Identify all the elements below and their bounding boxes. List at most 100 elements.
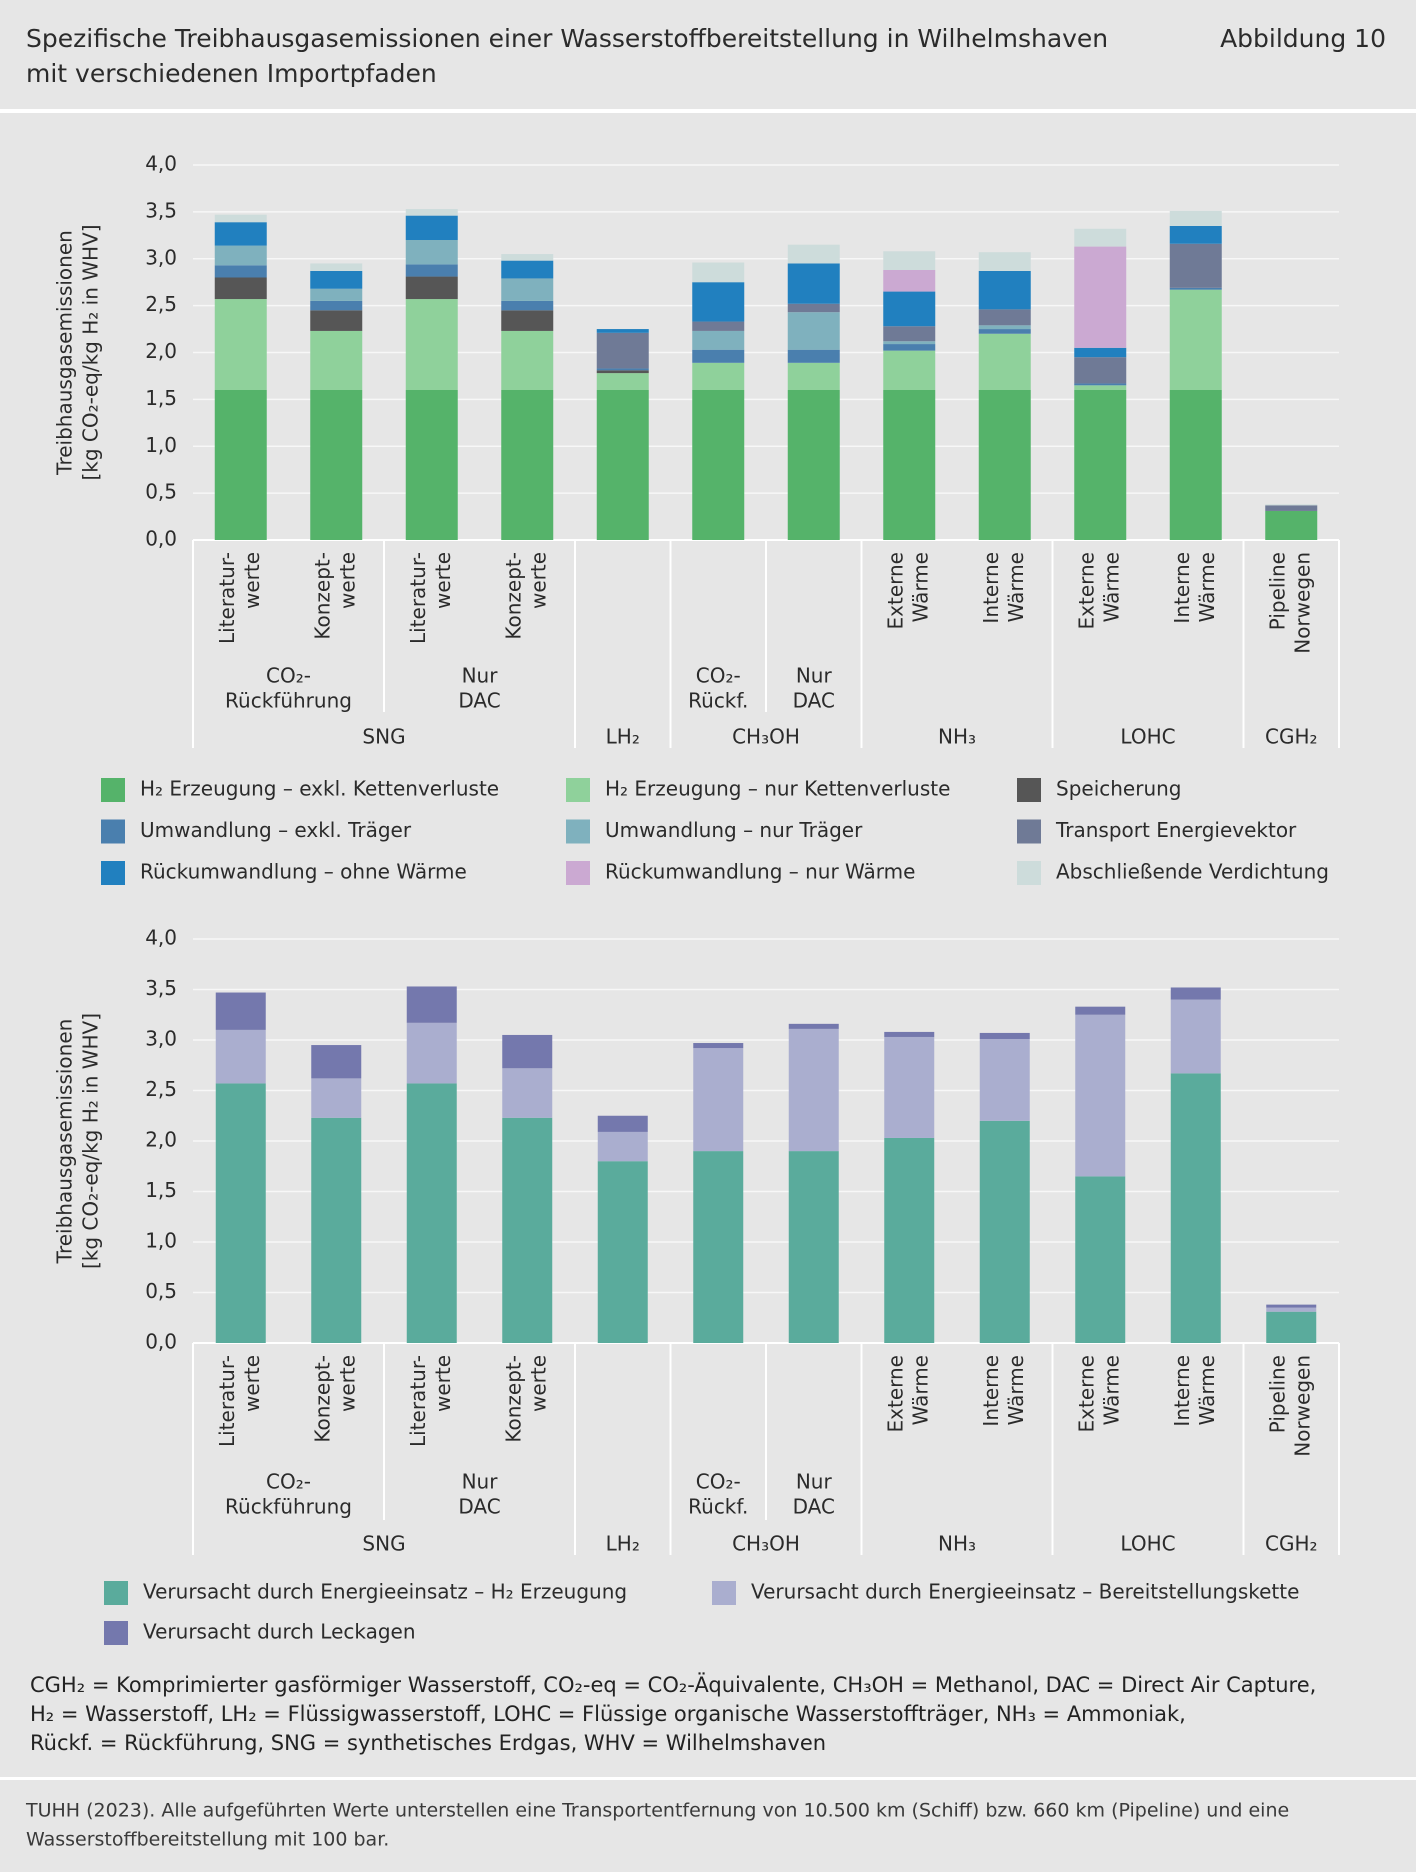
bar-segment — [501, 300, 554, 311]
bar-segment — [1169, 287, 1222, 290]
bar-segment — [693, 1048, 744, 1152]
x-tick-label: werte — [240, 552, 264, 609]
bar-segment — [883, 270, 936, 292]
bar-segment — [978, 333, 1031, 390]
subgroup-label: Nur — [796, 1470, 833, 1494]
legend-label: Verursacht durch Energieeinsatz – H₂ Erz… — [143, 1580, 627, 1604]
x-tick-label: Literatur- — [406, 1355, 430, 1447]
legend-label: Verursacht durch Energieeinsatz – Bereit… — [751, 1580, 1299, 1604]
y-tick-label: 2,5 — [145, 292, 177, 316]
group-label: CH₃OH — [732, 1532, 800, 1556]
bar-segment — [215, 1029, 266, 1084]
x-tick-label: werte — [335, 1355, 359, 1412]
y-tick-label: 0,0 — [145, 527, 177, 551]
bar-segment — [692, 362, 745, 390]
subgroup-label: Nur — [796, 664, 833, 688]
bar-segment — [406, 986, 457, 1023]
bar-segment — [214, 299, 267, 390]
legend-label: Transport Energievektor — [1055, 818, 1297, 842]
legend-swatch — [104, 1621, 128, 1645]
bar-segment — [310, 390, 363, 540]
bar-segment — [310, 300, 363, 311]
subgroup-label: Rückführung — [225, 689, 352, 713]
bar-segment — [596, 368, 649, 371]
legend-swatch — [101, 819, 125, 844]
bar-segment — [1074, 383, 1127, 386]
legend-label: Umwandlung – exkl. Träger — [140, 818, 412, 842]
title: Spezifische Treibhausgasemissionen einer… — [26, 24, 1108, 53]
x-tick-label: werte — [526, 1355, 550, 1412]
x-tick-label: Wärme — [1004, 1355, 1028, 1425]
bar-segment — [1075, 1176, 1126, 1343]
x-tick-label: Wärme — [1195, 552, 1219, 622]
x-tick-label: werte — [240, 1355, 264, 1412]
bar-segment — [978, 325, 1031, 330]
bar-segment — [1074, 357, 1127, 384]
bar-segment — [978, 252, 1031, 271]
bar-segment — [596, 332, 649, 369]
y-axis-title: [kg CO₂-eq/kg H₂ in WHV] — [79, 224, 103, 480]
x-tick-label: Konzept- — [501, 1355, 525, 1443]
separator — [0, 1777, 1416, 1780]
bar-segment — [405, 390, 458, 540]
bar-segment — [405, 264, 458, 277]
bar-segment — [1266, 1304, 1317, 1308]
group-label: NH₃ — [938, 1532, 976, 1556]
subgroup-label: Rückf. — [688, 1495, 748, 1519]
legend-label: Umwandlung – nur Träger — [605, 818, 863, 842]
bar-segment — [502, 1034, 553, 1069]
x-tick-label: werte — [526, 552, 550, 609]
x-tick-label: Externe — [883, 1355, 907, 1432]
bar-segment — [883, 344, 936, 351]
subgroup-label: DAC — [793, 689, 835, 713]
bar-segment — [501, 260, 554, 279]
y-tick-label: 2,0 — [145, 1128, 177, 1152]
note: Rückf. = Rückführung, SNG = synthetische… — [30, 1731, 826, 1755]
bar-segment — [596, 373, 649, 390]
x-tick-label: Literatur- — [406, 552, 430, 644]
bar-segment — [1169, 390, 1222, 540]
y-tick-label: 0,0 — [145, 1330, 177, 1354]
bar-segment — [310, 263, 363, 271]
bar-segment — [1265, 504, 1318, 506]
subgroup-label: DAC — [458, 1495, 500, 1519]
bar-segment — [692, 390, 745, 540]
bar-segment — [311, 1117, 362, 1343]
group-label: CGH₂ — [1265, 725, 1318, 749]
subgroup-label: Rückführung — [225, 1495, 352, 1519]
bar-segment — [502, 1117, 553, 1343]
bar-segment — [978, 270, 1031, 310]
bar-segment — [1169, 243, 1222, 288]
bar-segment — [501, 310, 554, 331]
bar-segment — [787, 244, 840, 264]
x-tick-label: Wärme — [1099, 1355, 1123, 1425]
legend-label: Rückumwandlung – nur Wärme — [605, 860, 915, 884]
y-axis-title: Treibhausgasemissionen — [53, 230, 77, 476]
bar-segment — [978, 309, 1031, 326]
x-tick-label: Interne — [1170, 1355, 1194, 1427]
group-label: LH₂ — [606, 1532, 640, 1556]
source: TUHH (2023). Alle aufgeführten Werte unt… — [25, 1800, 1289, 1822]
y-tick-label: 4,0 — [145, 152, 177, 176]
y-tick-label: 1,5 — [145, 386, 177, 410]
bar-segment — [215, 1083, 266, 1343]
bar-segment — [883, 291, 936, 327]
group-label: LOHC — [1120, 1532, 1175, 1556]
group-label: SNG — [362, 1532, 405, 1556]
bar-segment — [501, 278, 554, 301]
legend-swatch — [101, 861, 125, 885]
bar-segment — [1075, 1014, 1126, 1177]
bar-segment — [1266, 1311, 1317, 1343]
bar-segment — [405, 299, 458, 390]
bar-segment — [1074, 246, 1127, 348]
subgroup-label: CO₂- — [266, 1470, 311, 1494]
y-tick-label: 4,0 — [145, 926, 177, 950]
bar-segment — [883, 251, 936, 270]
subgroup-label: Rückf. — [688, 689, 748, 713]
subgroup-label: CO₂- — [696, 1470, 741, 1494]
bar-segment — [979, 1120, 1030, 1343]
bar-segment — [787, 263, 840, 304]
subgroup-label: Nur — [462, 664, 499, 688]
bar-segment — [883, 341, 936, 345]
